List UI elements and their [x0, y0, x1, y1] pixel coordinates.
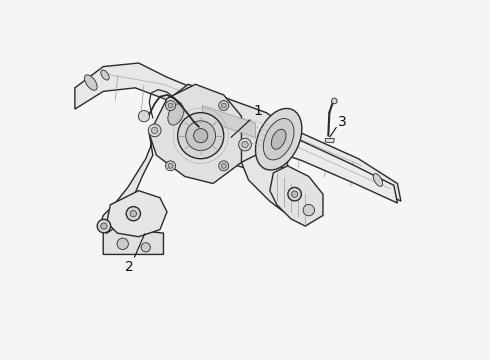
Text: 3: 3 [338, 114, 347, 129]
Circle shape [148, 124, 161, 137]
Circle shape [168, 163, 173, 168]
Polygon shape [325, 139, 334, 143]
Circle shape [331, 98, 337, 104]
Ellipse shape [84, 75, 97, 90]
Text: 1: 1 [253, 104, 262, 118]
Polygon shape [107, 191, 167, 237]
Polygon shape [167, 84, 288, 176]
Circle shape [166, 161, 175, 171]
Polygon shape [75, 63, 401, 201]
Circle shape [130, 211, 137, 217]
Circle shape [151, 127, 158, 134]
Circle shape [219, 100, 229, 111]
Ellipse shape [255, 108, 302, 170]
Ellipse shape [161, 94, 191, 135]
Circle shape [303, 204, 315, 216]
Circle shape [141, 243, 150, 252]
Circle shape [97, 219, 111, 233]
Polygon shape [270, 166, 323, 226]
Circle shape [126, 207, 141, 221]
Circle shape [194, 129, 208, 143]
Circle shape [138, 111, 149, 122]
Ellipse shape [372, 177, 380, 188]
Polygon shape [202, 105, 256, 138]
Ellipse shape [168, 104, 184, 125]
Text: 2: 2 [125, 260, 134, 274]
Circle shape [292, 191, 298, 197]
Polygon shape [99, 123, 160, 233]
Circle shape [166, 100, 175, 111]
Circle shape [242, 141, 248, 148]
Ellipse shape [383, 182, 394, 196]
Circle shape [221, 163, 226, 168]
Circle shape [101, 223, 107, 229]
Circle shape [168, 103, 173, 108]
Ellipse shape [271, 129, 286, 149]
Circle shape [239, 138, 251, 151]
Circle shape [219, 161, 229, 171]
Circle shape [178, 113, 224, 159]
Ellipse shape [101, 70, 109, 80]
Polygon shape [149, 84, 242, 184]
Circle shape [186, 121, 216, 150]
Ellipse shape [373, 174, 383, 186]
Circle shape [288, 188, 301, 201]
Polygon shape [280, 134, 397, 203]
Polygon shape [103, 226, 164, 255]
Ellipse shape [263, 118, 294, 160]
Circle shape [221, 103, 226, 108]
Circle shape [117, 238, 128, 249]
Polygon shape [242, 155, 298, 212]
